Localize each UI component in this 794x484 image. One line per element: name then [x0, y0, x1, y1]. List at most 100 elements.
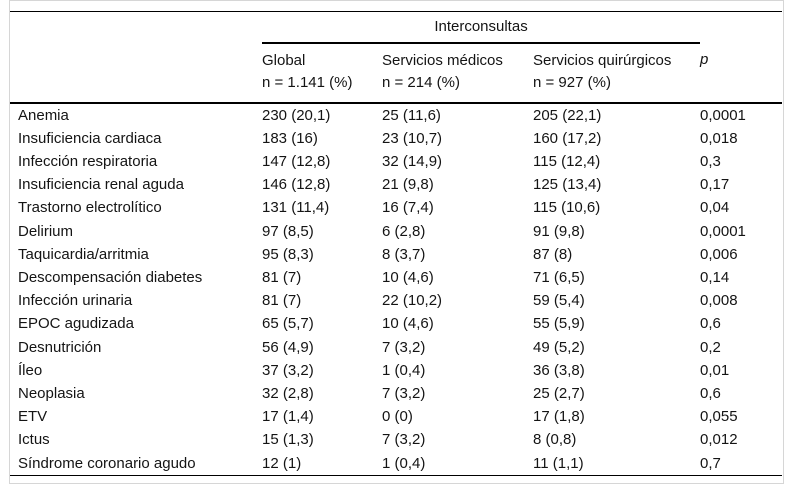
cell-p: 0,008 — [700, 292, 738, 310]
cell-medicos: 8 (3,7) — [382, 245, 426, 263]
cell-global: 147 (12,8) — [262, 152, 331, 170]
cell-quirurgicos: 55 (5,9) — [533, 315, 585, 333]
column-header-global: Global n = 1.141 (%) — [262, 43, 382, 103]
cell-global: 56 (4,9) — [262, 338, 314, 356]
cell-quirurgicos: 205 (22,1) — [533, 106, 602, 124]
row-label: Descompensación diabetes — [18, 268, 203, 286]
cell-medicos: 23 (10,7) — [382, 129, 443, 147]
column-header-empty — [10, 43, 262, 103]
cell-p: 0,006 — [700, 245, 738, 263]
cell-p: 0,0001 — [700, 222, 746, 240]
cell-p: 0,14 — [700, 268, 730, 286]
cell-quirurgicos: 17 (1,8) — [533, 408, 585, 426]
cell-p: 0,012 — [700, 431, 738, 449]
group-header-row: Interconsultas — [10, 11, 782, 44]
cell-global: 15 (1,3) — [262, 431, 314, 449]
cell-p: 0,7 — [700, 454, 721, 472]
cell-global: 12 (1) — [262, 454, 302, 472]
column-header-global-line2: n = 1.141 (%) — [262, 73, 353, 91]
row-label: Trastorno electrolítico — [18, 199, 162, 217]
table-row: Neoplasia 32 (2,8) 7 (3,2) 25 (2,7) 0,6 — [10, 382, 782, 405]
column-header-servicios-quirurgicos: Servicios quirúrgicos n = 927 (%) — [533, 43, 700, 103]
row-label: ETV — [18, 408, 48, 426]
cell-quirurgicos: 115 (12,4) — [533, 152, 601, 170]
cell-p: 0,6 — [700, 384, 721, 402]
column-header-medicos-line1: Servicios médicos — [382, 51, 503, 69]
table-row: Trastorno electrolítico 131 (11,4) 16 (7… — [10, 196, 782, 219]
table-row: Desnutrición 56 (4,9) 7 (3,2) 49 (5,2) 0… — [10, 336, 782, 359]
cell-global: 131 (11,4) — [262, 199, 330, 217]
cell-medicos: 7 (3,2) — [382, 384, 426, 402]
column-header-servicios-medicos: Servicios médicos n = 214 (%) — [382, 43, 533, 103]
cell-p: 0,17 — [700, 176, 730, 194]
cell-p: 0,0001 — [700, 106, 746, 124]
cell-medicos: 6 (2,8) — [382, 222, 426, 240]
table-row: Descompensación diabetes 81 (7) 10 (4,6)… — [10, 266, 782, 289]
cell-quirurgicos: 8 (0,8) — [533, 431, 577, 449]
table-row: Infección respiratoria 147 (12,8) 32 (14… — [10, 150, 782, 173]
cell-global: 37 (3,2) — [262, 361, 314, 379]
cell-medicos: 10 (4,6) — [382, 268, 434, 286]
cell-quirurgicos: 71 (6,5) — [533, 268, 585, 286]
table-row: Insuficiencia renal aguda 146 (12,8) 21 … — [10, 173, 782, 196]
cell-medicos: 7 (3,2) — [382, 338, 426, 356]
cell-quirurgicos: 160 (17,2) — [533, 129, 602, 147]
cell-quirurgicos: 36 (3,8) — [533, 361, 585, 379]
cell-p: 0,018 — [700, 129, 738, 147]
row-label: Neoplasia — [18, 384, 85, 402]
column-header-p: p — [700, 43, 782, 103]
cell-p: 0,2 — [700, 338, 721, 356]
cell-global: 81 (7) — [262, 268, 302, 286]
cell-global: 81 (7) — [262, 292, 302, 310]
cell-global: 230 (20,1) — [262, 106, 331, 124]
cell-p: 0,055 — [700, 408, 738, 426]
row-label: Íleo — [18, 361, 43, 379]
cell-medicos: 22 (10,2) — [382, 292, 443, 310]
table-row: ETV 17 (1,4) 0 (0) 17 (1,8) 0,055 — [10, 405, 782, 428]
table-frame: Interconsultas Global n = 1.141 (%) Serv… — [9, 0, 784, 484]
cell-medicos: 10 (4,6) — [382, 315, 434, 333]
row-label: Infección respiratoria — [18, 152, 158, 170]
row-label: Desnutrición — [18, 338, 102, 356]
cell-p: 0,3 — [700, 152, 721, 170]
cell-medicos: 1 (0,4) — [382, 454, 426, 472]
cell-p: 0,6 — [700, 315, 721, 333]
cell-p: 0,04 — [700, 199, 730, 217]
table-row: Infección urinaria 81 (7) 22 (10,2) 59 (… — [10, 289, 782, 312]
table-row: Delirium 97 (8,5) 6 (2,8) 91 (9,8) 0,000… — [10, 220, 782, 243]
group-header-spacer-right — [700, 12, 782, 43]
cell-quirurgicos: 59 (5,4) — [533, 292, 585, 310]
row-label: Anemia — [18, 106, 69, 124]
cell-quirurgicos: 25 (2,7) — [533, 384, 585, 402]
interconsultas-table: Interconsultas Global n = 1.141 (%) Serv… — [10, 11, 783, 476]
row-label: Insuficiencia renal aguda — [18, 176, 184, 194]
group-header-spacer-left — [10, 12, 262, 43]
row-label: Taquicardia/arritmia — [18, 245, 149, 263]
p-value-header-label: p — [700, 50, 709, 68]
cell-quirurgicos: 87 (8) — [533, 245, 573, 263]
table-row: Ictus 15 (1,3) 7 (3,2) 8 (0,8) 0,012 — [10, 428, 782, 451]
table-row: Anemia 230 (20,1) 25 (11,6) 205 (22,1) 0… — [10, 103, 782, 127]
cell-medicos: 1 (0,4) — [382, 361, 426, 379]
cell-global: 183 (16) — [262, 129, 318, 147]
cell-medicos: 16 (7,4) — [382, 199, 434, 217]
group-header-interconsultas: Interconsultas — [262, 11, 701, 44]
cell-global: 17 (1,4) — [262, 408, 314, 426]
row-label: Insuficiencia cardiaca — [18, 129, 162, 147]
table-row: EPOC agudizada 65 (5,7) 10 (4,6) 55 (5,9… — [10, 312, 782, 335]
table-row: Insuficiencia cardiaca 183 (16) 23 (10,7… — [10, 127, 782, 150]
cell-medicos: 21 (9,8) — [382, 176, 434, 194]
cell-quirurgicos: 49 (5,2) — [533, 338, 585, 356]
table-row: Síndrome coronario agudo 12 (1) 1 (0,4) … — [10, 452, 782, 476]
cell-quirurgicos: 91 (9,8) — [533, 222, 585, 240]
table-row: Taquicardia/arritmia 95 (8,3) 8 (3,7) 87… — [10, 243, 782, 266]
cell-quirurgicos: 125 (13,4) — [533, 176, 602, 194]
row-label: Síndrome coronario agudo — [18, 454, 196, 472]
row-label: EPOC agudizada — [18, 315, 134, 333]
cell-global: 97 (8,5) — [262, 222, 314, 240]
cell-medicos: 25 (11,6) — [382, 106, 441, 124]
cell-global: 146 (12,8) — [262, 176, 331, 194]
cell-global: 32 (2,8) — [262, 384, 314, 402]
row-label: Infección urinaria — [18, 292, 133, 310]
cell-medicos: 0 (0) — [382, 408, 413, 426]
